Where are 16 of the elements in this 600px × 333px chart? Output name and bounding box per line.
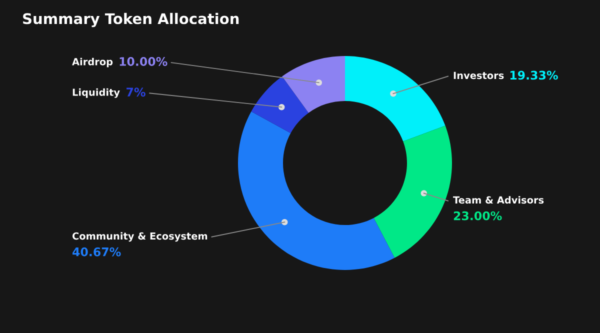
donut-slice (251, 76, 309, 134)
donut-slice (374, 126, 452, 258)
data-label: 19.33% (510, 70, 558, 80)
data-label: 7% (126, 88, 146, 97)
slice-label: Liquidity (72, 88, 120, 98)
slice-label: Community & Ecosystem (72, 232, 208, 242)
data-label: 10.00% (120, 57, 168, 66)
slice-label: Airdrop (72, 58, 113, 68)
donut-slice (345, 56, 446, 142)
data-label: 40.67% (72, 247, 121, 256)
data-label: 23.00% (454, 211, 502, 220)
donut-slice (282, 56, 345, 113)
slice-label: Team & Advisors (453, 196, 544, 204)
slice-label: Investors (454, 72, 504, 80)
chart-title: Summary Token Allocation (23, 12, 239, 28)
donut-slice (238, 111, 395, 270)
